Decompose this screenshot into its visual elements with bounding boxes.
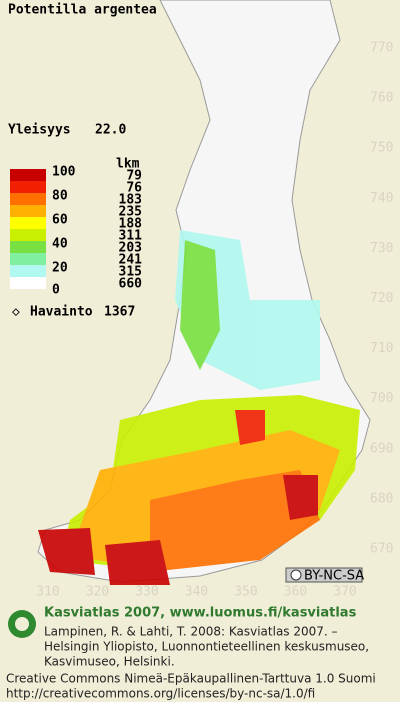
legend-swatch: [10, 193, 46, 205]
y-grid-label: 710: [370, 341, 393, 356]
y-grid-label: 700: [370, 391, 393, 406]
license-line: http://creativecommons.org/licenses/by-n…: [6, 687, 315, 701]
legend-swatch: [10, 277, 46, 289]
citation-line: Lampinen, R. & Lahti, T. 2008: Kasviatla…: [44, 625, 338, 639]
y-grid-label: 680: [370, 491, 393, 506]
y-grid-label: 740: [370, 191, 393, 206]
y-grid-label: 770: [370, 41, 393, 56]
observation-label: Havainto: [30, 305, 93, 320]
legend-swatch: [10, 217, 46, 229]
badge-text: BY-NC-SA: [304, 569, 364, 584]
legend-swatch: [10, 205, 46, 217]
x-grid-label: 350: [234, 585, 257, 600]
y-grid-label: 690: [370, 441, 393, 456]
y-grid-label: 670: [370, 542, 393, 557]
x-grid-label: 330: [135, 585, 158, 600]
footer-heading: Kasviatlas 2007, www.luomus.fi/kasviatla…: [44, 606, 357, 621]
legend-count: 183: [119, 193, 142, 208]
x-grid-label: 320: [86, 585, 109, 600]
observation-count: 1367: [104, 305, 135, 320]
logo-inner: [15, 617, 29, 631]
legend-scale-label: 0: [52, 283, 60, 298]
legend-swatch: [10, 241, 46, 253]
license-line: Creative Commons Nimeä-Epäkaupallinen-Ta…: [6, 672, 376, 686]
x-grid-label: 370: [333, 585, 356, 600]
legend-swatch: [10, 169, 46, 181]
legend-count: 660: [119, 277, 143, 292]
legend-count: 79: [126, 169, 142, 184]
legend-swatch: [10, 265, 46, 277]
citation-line: Kasvimuseo, Helsinki.: [44, 655, 175, 669]
frequency-label: Yleisyys: [8, 123, 71, 138]
legend-swatch: [10, 229, 46, 241]
license-badge: BY-NC-SA: [285, 567, 364, 584]
x-grid-label: 310: [36, 585, 59, 600]
legend-scale-label: 100: [52, 165, 76, 180]
legend-count: 311: [119, 229, 143, 244]
y-grid-label: 730: [370, 241, 393, 256]
y-grid-label: 720: [370, 291, 393, 306]
citation-line: Helsingin Yliopisto, Luonnontieteellinen…: [44, 640, 369, 654]
frequency-value: 22.0: [95, 123, 126, 138]
legend-scale-label: 40: [52, 237, 68, 252]
legend-scale-label: 20: [52, 261, 68, 276]
legend-count: 203: [119, 241, 142, 256]
map-title: Potentilla argentea: [8, 3, 157, 18]
y-grid-label: 750: [370, 141, 393, 156]
legend-count: 235: [119, 205, 142, 220]
legend-count: 315: [119, 265, 142, 280]
legend-count: 76: [126, 181, 142, 196]
distribution-shading: [38, 230, 360, 585]
observation-symbol: ◇: [12, 305, 20, 320]
legend-scale-label: 80: [52, 189, 68, 204]
count-header: lkm: [116, 157, 140, 172]
legend-count: 241: [119, 253, 143, 268]
legend-swatch: [10, 181, 46, 193]
y-grid-label: 760: [370, 91, 393, 106]
x-grid-label: 360: [284, 585, 307, 600]
legend-count: 188: [119, 217, 143, 232]
logo: [8, 610, 36, 638]
badge-box: [285, 567, 363, 583]
legend-scale-label: 60: [52, 213, 68, 228]
x-grid-label: 340: [185, 585, 208, 600]
badge-icon: [290, 569, 302, 581]
legend-swatch: [10, 253, 46, 265]
